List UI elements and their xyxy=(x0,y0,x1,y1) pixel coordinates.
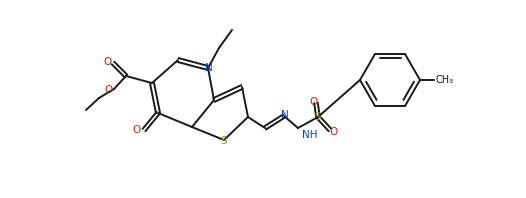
Text: S: S xyxy=(315,112,321,122)
Text: O: O xyxy=(132,125,140,135)
Text: O: O xyxy=(309,97,317,107)
Text: NH: NH xyxy=(302,130,318,140)
Text: O: O xyxy=(103,57,111,67)
Text: CH₃: CH₃ xyxy=(436,75,454,85)
Text: S: S xyxy=(221,136,227,146)
Text: N: N xyxy=(205,63,213,73)
Text: N: N xyxy=(281,110,289,120)
Text: O: O xyxy=(329,127,337,137)
Text: O: O xyxy=(104,85,112,95)
